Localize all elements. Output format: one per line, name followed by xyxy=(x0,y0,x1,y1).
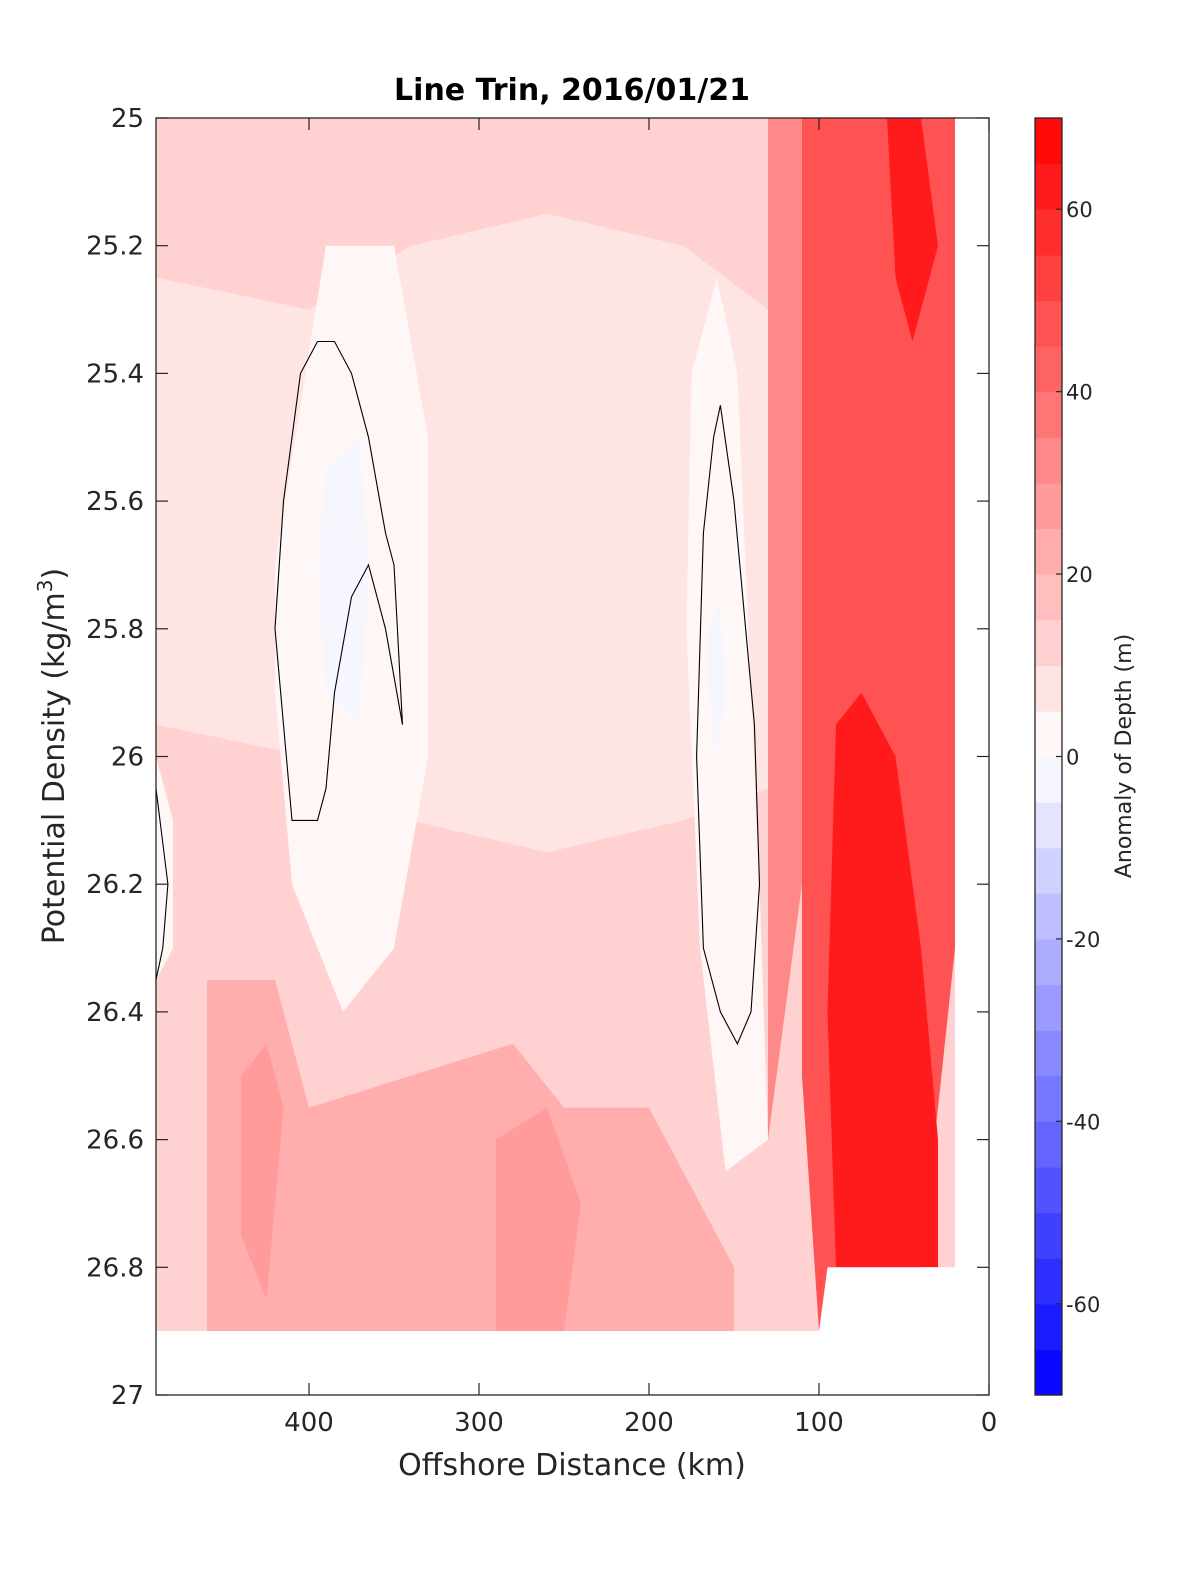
y-axis-ticks: 25 25.2 25.4 25.6 25.8 26 26.2 26.4 26.6 26.8 27 xyxy=(86,104,989,1411)
y-axis-label-superscript: 3 xyxy=(33,579,57,592)
y-tick-label: 26.4 xyxy=(86,998,144,1028)
y-tick-label: 25.6 xyxy=(86,487,144,517)
y-axis-label: Potential Density (kg/m3) xyxy=(33,568,72,944)
colorbar-band xyxy=(1035,437,1062,484)
colorbar-band xyxy=(1035,756,1062,803)
colorbar-band xyxy=(1035,847,1062,894)
x-axis-ticks: 400 300 200 100 0 xyxy=(284,118,997,1438)
colorbar-band xyxy=(1035,1121,1062,1168)
zero-contour-line-1 xyxy=(696,405,761,1046)
colorbar-tick-label: -20 xyxy=(1066,928,1100,952)
colorbar-tick-label: -60 xyxy=(1066,1293,1100,1317)
contour-region-3 xyxy=(317,437,369,725)
x-tick-label: 100 xyxy=(794,1408,844,1438)
colorbar-band xyxy=(1035,209,1062,256)
colorbar-band xyxy=(1035,163,1062,210)
colorbar-band xyxy=(1035,1303,1062,1350)
y-tick-label: 26.6 xyxy=(86,1126,144,1156)
y-tick-label: 27 xyxy=(111,1381,144,1411)
y-tick-label: 25 xyxy=(111,104,144,134)
colorbar-ticks: 60 40 20 0 -20 -40 -60 xyxy=(1056,198,1100,1317)
colorbar-band xyxy=(1035,938,1062,986)
plot-area xyxy=(156,118,989,1395)
colorbar-band xyxy=(1035,118,1062,165)
colorbar: 60 40 20 0 -20 -40 -60 Anomaly of Depth (m) xyxy=(1034,117,1137,1396)
contour-region-9 xyxy=(827,692,938,1268)
x-tick-label: 400 xyxy=(284,1408,334,1438)
y-tick-label: 25.4 xyxy=(86,359,144,389)
y-tick-label: 26.8 xyxy=(86,1253,144,1283)
colorbar-band xyxy=(1035,984,1062,1031)
colorbar-band xyxy=(1035,482,1062,530)
contour-region-5 xyxy=(708,596,726,757)
colorbar-band xyxy=(1035,346,1062,393)
colorbar-label: Anomaly of Depth (m) xyxy=(1112,634,1137,878)
y-tick-label: 26 xyxy=(111,743,144,773)
colorbar-band xyxy=(1035,802,1062,849)
contour-region-12 xyxy=(241,1043,284,1300)
colorbar-band xyxy=(1035,665,1062,712)
colorbar-band xyxy=(1035,1258,1062,1305)
colorbar-tick-label: 20 xyxy=(1066,563,1093,587)
colorbar-band xyxy=(1035,254,1062,302)
y-tick-label: 25.8 xyxy=(86,615,144,645)
zero-contour-line-2 xyxy=(156,788,169,981)
colorbar-band xyxy=(1035,528,1062,575)
contour-region-6 xyxy=(156,756,173,980)
zero-contour-layer xyxy=(156,340,761,1046)
colorbar-tick-label: -40 xyxy=(1066,1110,1100,1134)
colorbar-band xyxy=(1035,1349,1062,1396)
colorbar-tick-label: 40 xyxy=(1066,381,1093,405)
colorbar-band xyxy=(1035,574,1062,621)
x-tick-label: 200 xyxy=(624,1408,674,1438)
colorbar-tick-label: 60 xyxy=(1066,198,1093,222)
colorbar-tick-label: 0 xyxy=(1066,746,1079,770)
colorbar-band xyxy=(1035,1030,1062,1077)
colorbar-band xyxy=(1035,1075,1062,1122)
contour-region-13 xyxy=(496,1107,581,1332)
x-tick-label: 0 xyxy=(981,1408,998,1438)
y-tick-label: 25.2 xyxy=(86,232,144,262)
chart-title: Line Trin, 2016/01/21 xyxy=(394,73,750,108)
colorbar-band xyxy=(1035,391,1062,438)
y-axis-label-tail: ) xyxy=(37,568,72,580)
colorbar-band xyxy=(1035,1212,1062,1259)
colorbar-band xyxy=(1035,710,1062,758)
y-axis-label-main: Potential Density (kg/m xyxy=(37,592,72,944)
y-tick-label: 26.2 xyxy=(86,870,144,900)
colorbar-band xyxy=(1035,619,1062,666)
zero-contour-line-0 xyxy=(274,340,404,821)
contour-region-11 xyxy=(207,980,734,1332)
x-axis-label: Offshore Distance (km) xyxy=(398,1448,746,1483)
x-tick-label: 300 xyxy=(454,1408,504,1438)
colorbar-bands xyxy=(1035,118,1062,1396)
contour-region-10 xyxy=(887,118,938,342)
filled-contour-layer xyxy=(156,118,955,1332)
colorbar-band xyxy=(1035,1166,1062,1214)
colorbar-band xyxy=(1035,893,1062,940)
colorbar-band xyxy=(1035,300,1062,347)
